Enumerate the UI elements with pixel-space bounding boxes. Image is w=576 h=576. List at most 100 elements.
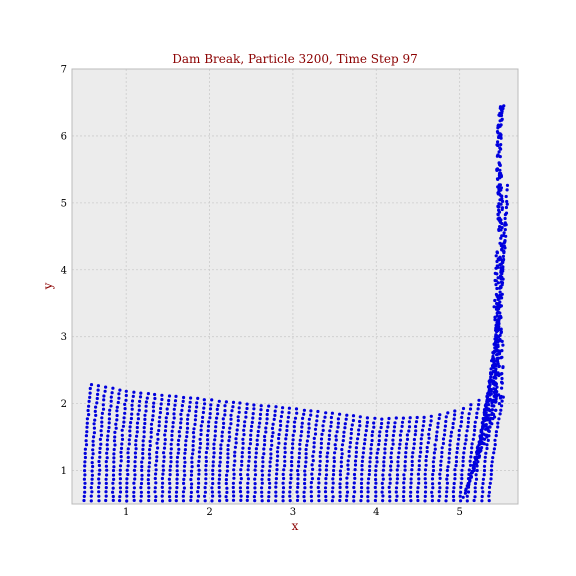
data-point: [334, 434, 338, 438]
data-point: [353, 468, 357, 472]
data-point: [494, 340, 498, 344]
data-point: [267, 477, 271, 482]
data-point: [149, 435, 153, 439]
data-point: [160, 476, 164, 481]
data-point: [185, 426, 190, 430]
data-point: [100, 424, 104, 428]
data-point: [185, 435, 189, 439]
data-point: [157, 420, 161, 424]
data-point: [153, 486, 157, 490]
y-tick-label: 4: [61, 265, 67, 276]
data-point: [202, 398, 206, 402]
data-point: [366, 486, 370, 490]
data-point: [94, 413, 98, 417]
data-point: [197, 450, 201, 454]
data-point: [106, 434, 110, 438]
data-point: [251, 412, 255, 416]
data-point: [373, 498, 377, 503]
data-point: [192, 427, 196, 431]
data-point: [154, 481, 158, 485]
data-point: [255, 438, 259, 442]
data-point: [383, 447, 387, 451]
data-point: [331, 486, 335, 490]
data-point: [162, 451, 166, 455]
data-point: [368, 464, 372, 468]
data-point: [448, 443, 452, 447]
data-point: [338, 469, 342, 473]
data-point: [312, 450, 316, 454]
data-point: [389, 460, 394, 464]
ticks: 1 2 3 4 5 1 2 3 4 5 6 7: [61, 65, 463, 519]
data-point: [132, 486, 136, 490]
data-point: [307, 426, 311, 430]
data-point: [371, 430, 375, 434]
data-point: [347, 454, 351, 458]
data-point: [251, 416, 255, 420]
data-point: [231, 400, 236, 404]
data-point: [280, 410, 284, 414]
data-point: [182, 456, 187, 460]
data-point: [500, 242, 504, 246]
data-point: [236, 415, 240, 419]
data-point: [484, 427, 488, 431]
data-point: [265, 421, 269, 425]
data-point: [225, 469, 229, 473]
data-point: [87, 404, 91, 408]
data-point: [161, 472, 165, 476]
data-point: [504, 205, 508, 210]
data-point: [403, 468, 407, 472]
data-point: [278, 419, 283, 423]
data-point: [167, 490, 171, 494]
data-point: [203, 494, 207, 498]
y-tick-label: 7: [61, 65, 67, 76]
data-point: [268, 486, 272, 490]
data-point: [289, 468, 293, 472]
data-point: [153, 490, 157, 494]
data-point: [218, 469, 222, 473]
data-point: [172, 416, 176, 420]
data-point: [210, 486, 214, 490]
data-point: [269, 447, 273, 451]
data-point: [494, 434, 498, 438]
data-point: [90, 461, 94, 465]
data-point: [453, 413, 457, 417]
data-point: [381, 473, 385, 477]
data-point: [225, 464, 230, 468]
data-point: [431, 468, 436, 473]
data-point: [438, 472, 442, 476]
data-point: [504, 194, 508, 199]
data-point: [391, 438, 395, 442]
data-point: [482, 413, 487, 417]
data-point: [224, 481, 228, 486]
data-point: [146, 478, 150, 482]
data-point: [172, 407, 176, 411]
data-point: [495, 301, 499, 306]
data-point: [495, 356, 499, 361]
data-point: [385, 433, 389, 438]
data-point: [331, 481, 335, 485]
data-point: [178, 434, 182, 438]
data-point: [171, 425, 175, 429]
data-point: [151, 414, 155, 418]
data-point: [113, 443, 117, 447]
data-point: [389, 468, 393, 472]
data-point: [499, 266, 503, 270]
data-point: [375, 456, 379, 460]
data-point: [223, 413, 227, 417]
data-point: [112, 477, 116, 481]
grid: [72, 69, 518, 504]
data-point: [175, 473, 179, 477]
data-point: [434, 438, 438, 442]
data-point: [332, 468, 336, 473]
data-point: [498, 225, 502, 229]
data-point: [279, 414, 283, 419]
data-point: [245, 494, 250, 499]
data-point: [143, 421, 147, 426]
data-point: [147, 494, 151, 498]
data-point: [350, 423, 354, 427]
data-point: [340, 443, 345, 447]
data-point: [473, 420, 477, 424]
data-point: [217, 481, 221, 485]
data-point: [499, 194, 503, 198]
data-point: [296, 477, 300, 481]
